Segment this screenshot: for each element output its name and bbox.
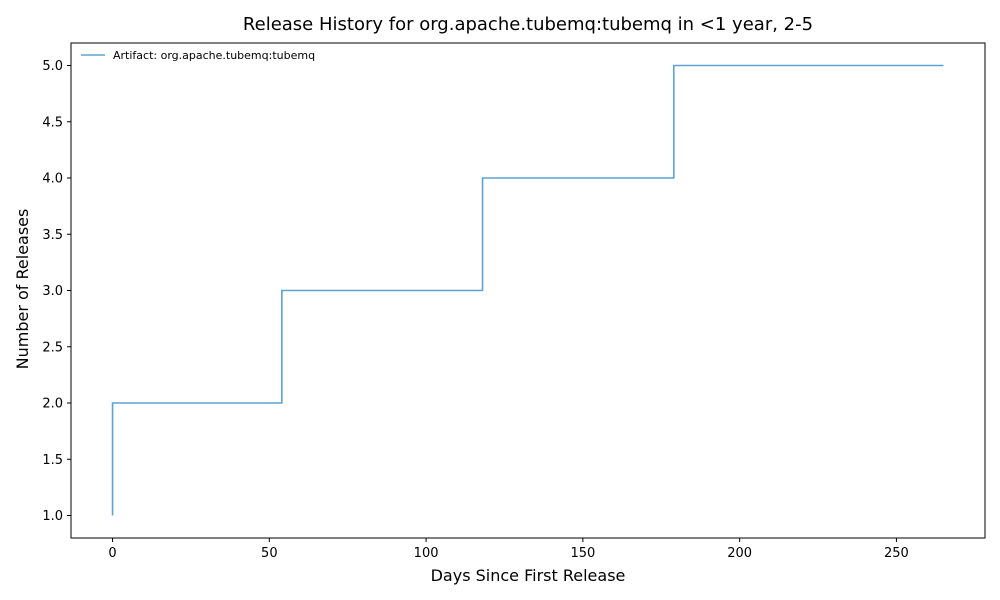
x-tick-label: 100 <box>414 546 439 561</box>
plot-area <box>70 42 986 539</box>
x-tick-label: 150 <box>570 546 595 561</box>
x-tick-label: 200 <box>727 546 752 561</box>
legend: Artifact: org.apache.tubemq:tubemq <box>81 49 315 62</box>
y-tick-label: 4.0 <box>42 172 63 187</box>
series-line-tubemq <box>111 64 944 516</box>
y-tick-label: 2.5 <box>42 340 63 355</box>
y-axis-label: Number of Releases <box>13 209 32 370</box>
x-axis-label: Days Since First Release <box>431 566 626 585</box>
chart-title: Release History for org.apache.tubemq:tu… <box>243 14 813 35</box>
y-tick-label: 4.5 <box>42 115 63 130</box>
legend-label: Artifact: org.apache.tubemq:tubemq <box>113 49 315 62</box>
x-tick-label: 250 <box>884 546 909 561</box>
y-axis: 1.0 1.5 2.0 2.5 3.0 3.5 4.0 4.5 5.0 <box>42 59 71 524</box>
x-tick-label: 50 <box>261 546 278 561</box>
x-tick-label: 0 <box>108 546 116 561</box>
x-axis: 0 50 100 150 200 250 <box>108 538 909 561</box>
y-tick-label: 5.0 <box>42 59 63 74</box>
y-tick-label: 3.0 <box>42 284 63 299</box>
y-tick-label: 1.5 <box>42 453 63 468</box>
y-tick-label: 2.0 <box>42 397 63 412</box>
y-tick-label: 3.5 <box>42 228 63 243</box>
y-tick-label: 1.0 <box>42 509 63 524</box>
